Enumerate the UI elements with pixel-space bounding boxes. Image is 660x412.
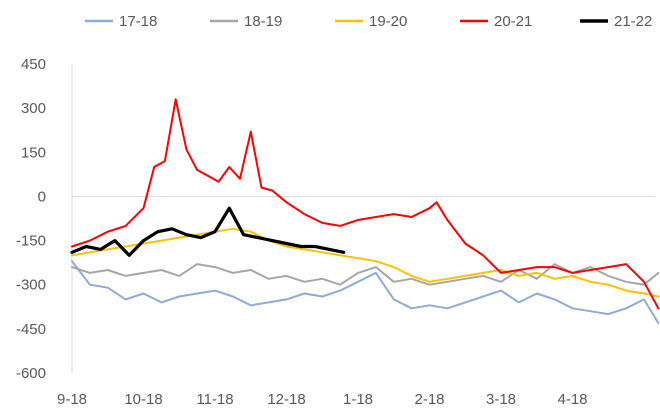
x-tick-label: 4-18 <box>557 391 587 408</box>
series-line-20-21 <box>71 98 660 310</box>
x-tick-label: 3-18 <box>486 391 516 408</box>
y-tick-label: 300 <box>21 100 46 117</box>
y-tick-label: 0 <box>38 188 46 205</box>
y-tick-label: -150 <box>16 233 46 250</box>
legend-label: 17-18 <box>119 13 157 30</box>
y-axis: 450 300 150 0 -150 -300 -450 -600 <box>16 56 655 382</box>
series-layer <box>70 98 660 324</box>
series-line-18-19 <box>71 263 660 286</box>
legend-label: 18-19 <box>244 13 282 30</box>
x-tick-label: 12-18 <box>267 391 305 408</box>
y-tick-label: -300 <box>16 277 46 294</box>
legend-item-19-20: 19-20 <box>335 13 407 30</box>
x-tick-label: 11-18 <box>196 391 233 408</box>
legend: 17-18 18-19 19-20 20-21 21-22 <box>85 13 652 30</box>
y-tick-label: 150 <box>21 144 46 161</box>
y-tick-label: -600 <box>16 365 46 382</box>
y-tick-label: 450 <box>21 56 46 73</box>
legend-item-18-19: 18-19 <box>210 13 282 30</box>
legend-item-17-18: 17-18 <box>85 13 157 30</box>
series-line-17-18 <box>71 260 660 324</box>
legend-item-20-21: 20-21 <box>460 13 532 30</box>
legend-item-21-22: 21-22 <box>580 13 652 30</box>
legend-label: 19-20 <box>369 13 407 30</box>
legend-label: 20-21 <box>494 13 532 30</box>
legend-label: 21-22 <box>614 13 652 30</box>
series-line-21-22 <box>70 206 346 257</box>
x-tick-label: 9-18 <box>57 391 87 408</box>
x-tick-label: 2-18 <box>414 391 444 408</box>
x-tick-label: 10-18 <box>124 391 162 408</box>
x-tick-label: 1-18 <box>343 391 373 408</box>
x-axis: 9-18 10-18 11-18 12-18 1-18 2-18 3-18 4-18 <box>57 391 588 408</box>
y-tick-label: -450 <box>16 321 46 338</box>
series-line-19-20 <box>71 227 660 298</box>
